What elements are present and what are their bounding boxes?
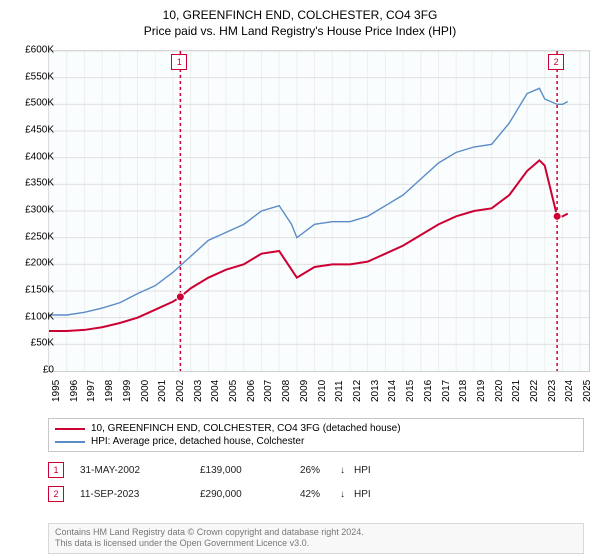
series-line-red xyxy=(49,160,568,331)
y-axis-label: £200K xyxy=(25,258,54,269)
y-axis-label: £600K xyxy=(25,45,54,56)
x-axis-label: 2014 xyxy=(387,380,398,402)
x-axis-label: 2016 xyxy=(423,380,434,402)
down-arrow-icon: ↓ xyxy=(340,465,354,476)
x-axis-label: 2012 xyxy=(352,380,363,402)
sale-marker-box: 2 xyxy=(48,486,64,502)
footer-line: Contains HM Land Registry data © Crown c… xyxy=(55,527,577,539)
attribution-footer: Contains HM Land Registry data © Crown c… xyxy=(48,523,584,554)
legend-label: 10, GREENFINCH END, COLCHESTER, CO4 3FG … xyxy=(91,423,401,434)
x-axis-label: 2022 xyxy=(529,380,540,402)
x-axis-label: 2008 xyxy=(281,380,292,402)
down-arrow-icon: ↓ xyxy=(340,489,354,500)
y-axis-label: £550K xyxy=(25,71,54,82)
x-axis-label: 2000 xyxy=(140,380,151,402)
x-axis-label: 2002 xyxy=(175,380,186,402)
chart-svg xyxy=(49,51,589,371)
y-axis-label: £450K xyxy=(25,125,54,136)
y-axis-label: £0 xyxy=(43,365,54,376)
sale-tag: HPI xyxy=(354,465,371,476)
legend-label: HPI: Average price, detached house, Colc… xyxy=(91,436,304,447)
y-axis-label: £150K xyxy=(25,285,54,296)
legend-swatch xyxy=(55,441,85,443)
x-axis-label: 2017 xyxy=(441,380,452,402)
sale-price: £139,000 xyxy=(200,465,300,476)
chart-title: 10, GREENFINCH END, COLCHESTER, CO4 3FG xyxy=(0,0,600,22)
x-axis-label: 2018 xyxy=(458,380,469,402)
x-axis-label: 2001 xyxy=(157,380,168,402)
x-axis-label: 1999 xyxy=(122,380,133,402)
x-axis-label: 1998 xyxy=(104,380,115,402)
chart-subtitle: Price paid vs. HM Land Registry's House … xyxy=(0,22,600,38)
legend-row: HPI: Average price, detached house, Colc… xyxy=(55,435,577,448)
x-axis-label: 2020 xyxy=(494,380,505,402)
sale-marker-box: 1 xyxy=(171,54,187,70)
sale-tag: HPI xyxy=(354,489,371,500)
legend: 10, GREENFINCH END, COLCHESTER, CO4 3FG … xyxy=(48,418,584,452)
sale-marker-box: 1 xyxy=(48,462,64,478)
legend-row: 10, GREENFINCH END, COLCHESTER, CO4 3FG … xyxy=(55,422,577,435)
sale-pct: 42% xyxy=(300,489,340,500)
x-axis-label: 2021 xyxy=(511,380,522,402)
sale-marker-box: 2 xyxy=(548,54,564,70)
x-axis-label: 1995 xyxy=(51,380,62,402)
x-axis-label: 2005 xyxy=(228,380,239,402)
footer-line: This data is licensed under the Open Gov… xyxy=(55,538,577,550)
y-axis-label: £400K xyxy=(25,151,54,162)
sale-date: 31-MAY-2002 xyxy=(80,465,200,476)
x-axis-label: 1996 xyxy=(69,380,80,402)
chart-container: 10, GREENFINCH END, COLCHESTER, CO4 3FG … xyxy=(0,0,600,560)
x-axis-label: 2015 xyxy=(405,380,416,402)
x-axis-label: 2007 xyxy=(263,380,274,402)
sale-pct: 26% xyxy=(300,465,340,476)
x-axis-label: 2004 xyxy=(210,380,221,402)
x-axis-label: 2013 xyxy=(370,380,381,402)
plot-area xyxy=(48,50,590,372)
x-axis-label: 2006 xyxy=(246,380,257,402)
series-line-blue xyxy=(49,88,568,315)
x-axis-label: 2019 xyxy=(476,380,487,402)
x-axis-label: 2003 xyxy=(193,380,204,402)
x-axis-label: 2024 xyxy=(564,380,575,402)
x-axis-label: 1997 xyxy=(86,380,97,402)
y-axis-label: £300K xyxy=(25,205,54,216)
x-axis-label: 2009 xyxy=(299,380,310,402)
y-axis-label: £250K xyxy=(25,231,54,242)
x-axis-label: 2023 xyxy=(547,380,558,402)
x-axis-label: 2011 xyxy=(334,380,345,402)
y-axis-label: £350K xyxy=(25,178,54,189)
sale-price: £290,000 xyxy=(200,489,300,500)
legend-swatch xyxy=(55,428,85,430)
sale-row: 2 11-SEP-2023 £290,000 42% ↓ HPI xyxy=(48,486,371,502)
y-axis-label: £100K xyxy=(25,311,54,322)
sale-row: 1 31-MAY-2002 £139,000 26% ↓ HPI xyxy=(48,462,371,478)
x-axis-label: 2025 xyxy=(582,380,593,402)
y-axis-label: £50K xyxy=(31,338,54,349)
y-axis-label: £500K xyxy=(25,98,54,109)
sale-date: 11-SEP-2023 xyxy=(80,489,200,500)
x-axis-label: 2010 xyxy=(317,380,328,402)
